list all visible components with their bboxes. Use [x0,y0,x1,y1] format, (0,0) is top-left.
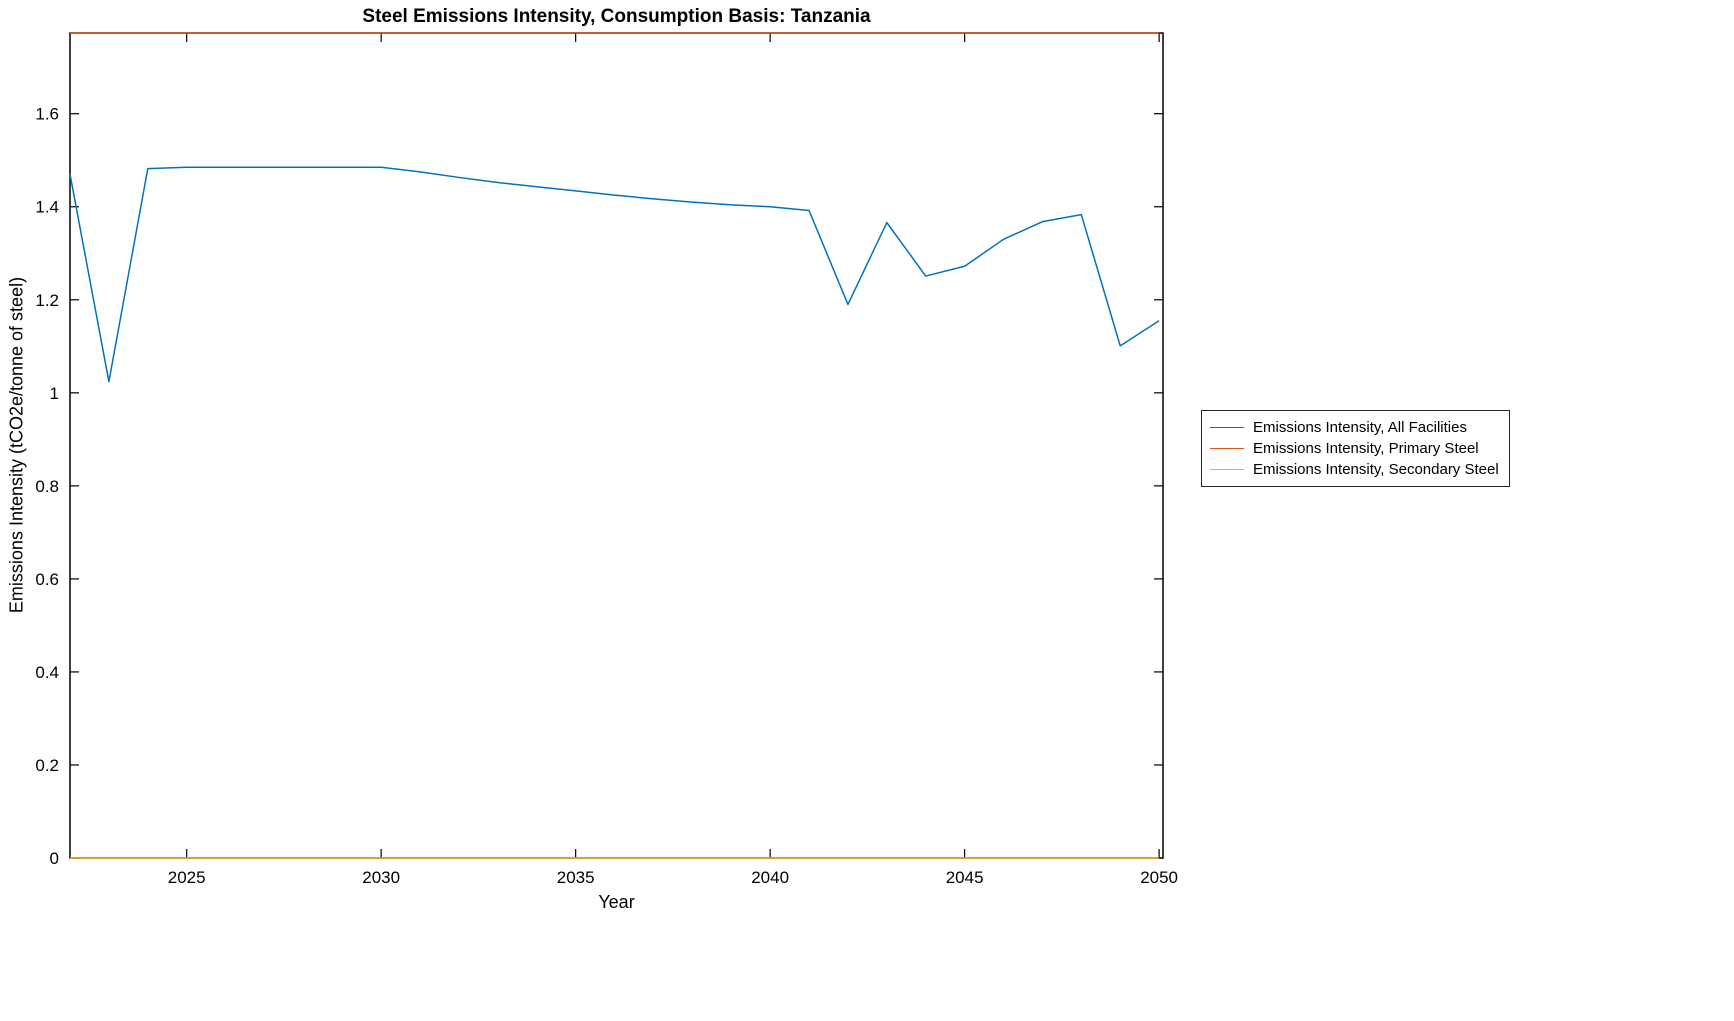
x-tick-label: 2040 [751,868,789,887]
x-tick-label: 2035 [557,868,595,887]
y-tick-label: 0.8 [35,477,59,496]
x-tick-label: 2050 [1140,868,1178,887]
axis-box [69,32,1164,859]
y-tick-label: 0 [50,849,59,868]
legend-label: Emissions Intensity, Secondary Steel [1253,461,1499,478]
series-line-0 [69,166,1160,383]
x-tick-label: 2045 [946,868,984,887]
y-tick-label: 0.2 [35,756,59,775]
legend: Emissions Intensity, All Facilities Emis… [1201,410,1510,487]
legend-label: Emissions Intensity, Primary Steel [1253,440,1479,457]
x-tick-label: 2025 [168,868,206,887]
legend-item: Emissions Intensity, All Facilities [1210,417,1499,438]
legend-line-sample-primary-steel [1210,448,1244,449]
legend-item: Emissions Intensity, Primary Steel [1210,438,1499,459]
y-tick-label: 1 [50,384,59,403]
y-tick-label: 0.4 [35,663,59,682]
y-tick-label: 1.6 [35,105,59,124]
chart-title: Steel Emissions Intensity, Consumption B… [362,6,871,27]
legend-line-sample-secondary-steel [1210,469,1244,470]
x-axis-label: Year [598,892,635,912]
legend-line-sample-all-facilities [1210,427,1244,428]
y-tick-label: 1.2 [35,291,59,310]
y-tick-label: 1.4 [35,198,59,217]
x-tick-label: 2030 [362,868,400,887]
y-tick-label: 0.6 [35,570,59,589]
legend-label: Emissions Intensity, All Facilities [1253,419,1467,436]
legend-item: Emissions Intensity, Secondary Steel [1210,459,1499,480]
